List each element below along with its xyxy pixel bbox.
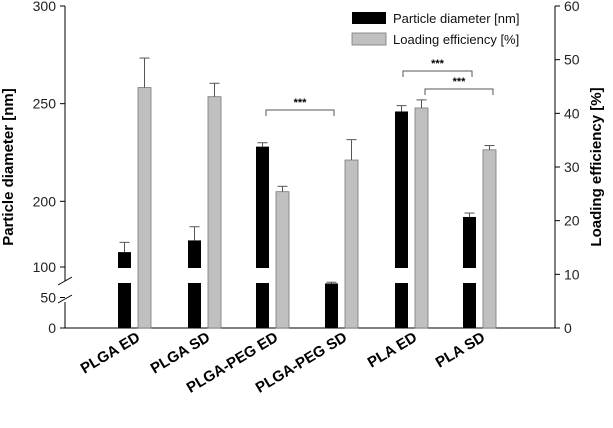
left-tick-label: 0 xyxy=(48,320,56,336)
chart-annotations: *** *** *** xyxy=(265,58,494,116)
category-label: PLGA ED xyxy=(78,329,144,378)
right-tick-label: 30 xyxy=(564,159,580,175)
left-tick-label: 50 xyxy=(40,290,56,306)
bar-particle-diameter xyxy=(256,146,269,268)
bar-particle-diameter xyxy=(325,283,338,328)
category-label: PLA SD xyxy=(433,329,489,372)
right-tick-label: 0 xyxy=(564,320,572,336)
legend-label-loading-efficiency: Loading efficiency [%] xyxy=(393,32,519,47)
bar-particle-diameter-lower xyxy=(463,283,476,328)
axis-break-mark-bottom xyxy=(57,294,73,304)
bar-loading-efficiency xyxy=(482,149,497,329)
legend-swatch-particle-diameter xyxy=(352,12,386,24)
right-tick-label: 60 xyxy=(564,0,580,14)
bar-particle-diameter-lower xyxy=(256,283,269,328)
bar-loading-efficiency xyxy=(207,96,222,329)
bar-particle-diameter xyxy=(188,240,201,268)
left-tick-label: 200 xyxy=(33,193,57,209)
bar-loading-efficiency xyxy=(275,191,290,329)
right-tick-label: 10 xyxy=(564,266,580,282)
bar-loading-efficiency xyxy=(414,107,429,329)
left-axis-title: Particle diameter [nm] xyxy=(0,88,17,246)
significance-label: *** xyxy=(294,97,308,109)
bar-loading-efficiency xyxy=(344,159,359,329)
significance-label: *** xyxy=(453,76,467,88)
category-label: PLA ED xyxy=(365,329,421,372)
right-tick-label: 50 xyxy=(564,52,580,68)
left-tick-label: 300 xyxy=(33,0,57,14)
chart-axes xyxy=(57,6,556,329)
bar-particle-diameter xyxy=(118,252,131,268)
significance-bracket xyxy=(265,109,335,116)
bar-particle-diameter-lower xyxy=(188,283,201,328)
right-tick-label: 20 xyxy=(564,213,580,229)
chart-ticks: 0 50 100 200 250 300 0 10 20 30 40 50 60 xyxy=(33,0,580,336)
chart-bars xyxy=(118,57,497,329)
significance-bracket xyxy=(402,70,473,77)
bar-particle-diameter xyxy=(395,111,408,268)
legend-swatch-loading-efficiency xyxy=(351,32,387,46)
right-axis-title: Loading efficiency [%] xyxy=(588,87,605,246)
left-tick-label: 250 xyxy=(33,96,57,112)
bar-loading-efficiency xyxy=(137,87,152,329)
bar-particle-diameter-lower xyxy=(118,283,131,328)
axis-break-mark-top xyxy=(57,276,73,286)
chart-legend: Particle diameter [nm] Loading efficiency… xyxy=(351,11,519,47)
legend-label-particle-diameter: Particle diameter [nm] xyxy=(393,11,519,26)
significance-bracket xyxy=(424,88,494,95)
left-tick-label: 100 xyxy=(33,259,57,275)
bar-particle-diameter-lower xyxy=(395,283,408,328)
significance-label: *** xyxy=(431,58,445,70)
right-tick-label: 40 xyxy=(564,105,580,121)
bar-particle-diameter xyxy=(463,216,476,268)
